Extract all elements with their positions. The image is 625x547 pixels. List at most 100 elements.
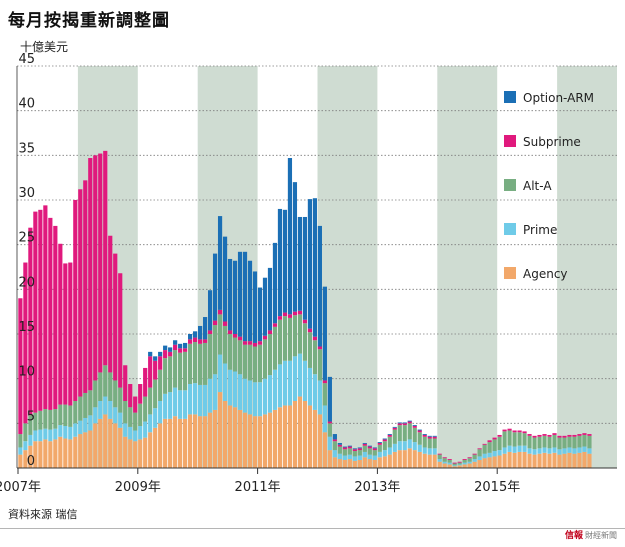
bar-segment-option-arm [272,242,278,324]
bar-segment-subprime [517,430,522,433]
bar-segment-prime [158,401,163,424]
bar-segment-alt-a [457,462,462,465]
bar-segment-option-arm [387,434,392,435]
bar-segment-agency [143,437,148,468]
bar-segment-prime [148,414,153,433]
bar-segment-alt-a [267,334,273,376]
logo-sub: 財經新聞 [585,531,617,540]
bar-segment-prime [492,451,497,457]
bar-segment-agency [307,405,313,468]
bar-segment-alt-a [337,446,342,454]
bar-segment-subprime [357,448,362,451]
bar-segment-agency [148,432,153,468]
bar-segment-option-arm [392,426,397,428]
bar-segment-option-arm [202,317,208,340]
bar-segment-prime [457,464,462,466]
bar-segment-alt-a [432,438,437,449]
bar-segment-option-arm [217,216,223,310]
bar-segment-option-arm [312,198,317,337]
bar-segment-subprime [143,367,148,397]
bar-segment-alt-a [342,449,347,456]
y-tick-label: 15 [18,320,35,335]
bar-segment-alt-a [232,337,238,372]
bar-segment-prime [53,428,58,440]
bar-segment-option-arm [292,182,298,312]
bar-segment-alt-a [123,401,128,424]
bar-segment-alt-a [512,432,517,447]
bar-segment-agency [48,441,53,468]
y-axis-unit: 十億美元 [20,40,69,54]
bar-segment-alt-a [422,436,427,448]
bar-segment-alt-a [262,339,268,379]
bar-segment-subprime [68,262,73,406]
bar-segment-agency [382,456,387,468]
bar-segment-agency [362,457,367,468]
bar-segment-prime [487,452,492,458]
legend-label-option-arm: Option-ARM [523,91,594,105]
bar-segment-agency [527,453,532,468]
bar-segment-subprime [73,200,78,401]
bar-segment-agency [153,427,158,468]
bar-segment-prime [123,423,128,437]
source-note: 資料來源 瑞信 [8,508,78,521]
bar-segment-agency [267,412,273,468]
bar-segment-prime [188,384,193,415]
bar-segment-option-arm [402,422,407,424]
bar-segment-prime [163,393,168,419]
legend-label-alt-a: Alt-A [523,179,552,193]
bar-segment-agency [477,459,482,468]
bar-segment-alt-a [312,340,317,375]
bar-segment-option-arm [242,251,248,342]
bar-segment-prime [412,442,417,451]
bar-segment-agency [542,452,547,468]
bar-segment-alt-a [307,332,313,368]
bar-segment-agency [392,451,397,468]
bar-segment-prime [497,450,502,456]
bar-segment-subprime [302,319,308,324]
bar-segment-agency [83,432,88,468]
bar-segment-agency [88,430,93,468]
bar-segment-agency [272,409,278,468]
bar-segment-subprime [392,427,397,430]
bar-segment-alt-a [542,435,547,448]
bar-segment-prime [23,441,28,451]
bar-segment-alt-a [242,344,248,379]
bar-segment-prime [337,453,342,460]
bar-segment-option-arm [327,376,332,422]
bar-segment-alt-a [68,405,73,427]
bar-segment-agency [103,414,108,468]
bar-segment-option-arm [382,438,387,440]
bar-segment-agency [487,457,492,468]
bar-segment-option-arm [417,429,422,431]
bar-segment-prime [73,423,78,437]
bar-segment-option-arm [357,447,362,449]
bar-segment-prime [242,378,248,413]
bar-segment-agency [462,464,467,468]
bar-segment-prime [207,378,213,413]
bar-segment-subprime [202,339,208,343]
bar-segment-agency [572,453,577,468]
bar-segment-alt-a [562,437,567,449]
bar-segment-alt-a [277,319,283,365]
bar-segment-subprime [497,434,502,437]
bar-segment-prime [327,436,332,451]
bar-segment-alt-a [507,430,512,446]
bar-segment-prime [128,426,133,440]
bar-segment-alt-a [332,441,337,451]
bar-segment-prime [68,426,73,440]
bar-segment-alt-a [138,403,143,427]
bar-segment-alt-a [357,450,362,456]
bar-segment-prime [232,371,238,408]
bar-segment-prime [93,407,98,424]
bar-segment-agency [407,448,412,468]
bar-segment-subprime [118,273,123,388]
bar-segment-alt-a [412,427,417,443]
bar-segment-alt-a [382,441,387,451]
bar-segment-prime [427,448,432,455]
bar-segment-prime [572,448,577,454]
bar-segment-subprime [552,433,557,435]
bar-segment-prime [377,451,382,458]
bar-segment-option-arm [297,216,303,311]
bar-segment-option-arm [188,334,193,340]
bar-segment-alt-a [537,436,542,449]
